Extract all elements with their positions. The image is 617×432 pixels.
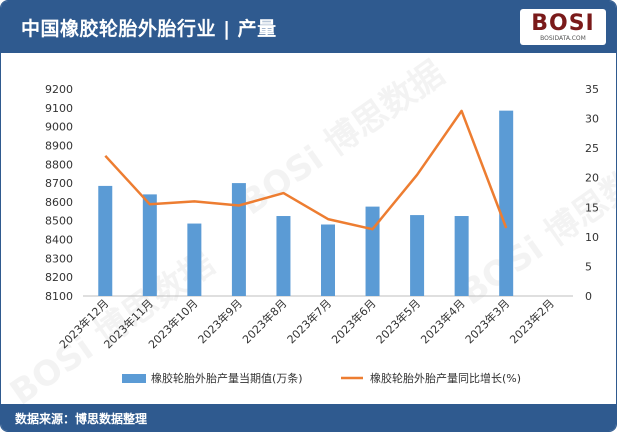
bar — [365, 206, 380, 296]
x-tick-label: 2023年4月 — [418, 296, 468, 346]
x-tick-label: 2023年3月 — [462, 296, 512, 346]
x-tick-label: 2023年7月 — [284, 296, 334, 346]
right-tick-label: 15 — [585, 201, 599, 214]
logo-text: BOSI — [531, 11, 595, 36]
left-tick-label: 8600 — [45, 196, 73, 209]
left-tick-label: 9200 — [45, 83, 73, 96]
right-tick-label: 10 — [585, 231, 599, 244]
x-tick-label: 2023年8月 — [239, 296, 289, 346]
bar — [276, 216, 291, 296]
right-tick-label: 0 — [585, 290, 592, 303]
footer-bar: 数据来源：博思数据整理 — [1, 404, 616, 431]
bar — [142, 194, 157, 296]
bar — [499, 110, 514, 297]
left-tick-label: 8100 — [45, 290, 73, 303]
x-tick-label: 2023年5月 — [373, 296, 423, 346]
right-tick-label: 25 — [585, 142, 599, 155]
x-tick-label: 2023年9月 — [195, 296, 245, 346]
bar — [98, 185, 113, 296]
left-tick-label: 8500 — [45, 215, 73, 228]
logo-subtext: BOSIDATA.COM — [540, 35, 586, 42]
legend-line-label: 橡胶轮胎外胎产量同比增长(%) — [370, 371, 521, 385]
growth-line — [104, 109, 508, 231]
brand-logo: BOSI BOSIDATA.COM — [520, 9, 606, 45]
legend-bar-swatch — [122, 374, 146, 383]
left-tick-label: 9000 — [45, 121, 73, 134]
right-tick-label: 30 — [585, 113, 599, 126]
left-tick-label: 8400 — [45, 234, 73, 247]
bar — [410, 215, 425, 296]
bar — [454, 216, 469, 296]
page-title: 中国橡胶轮胎外胎行业 | 产量 — [21, 18, 277, 40]
header-bar: 中国橡胶轮胎外胎行业 | 产量 BOSI BOSIDATA.COM — [1, 1, 616, 53]
x-tick-label: 2023年2月 — [507, 296, 557, 346]
left-tick-label: 8200 — [45, 271, 73, 284]
bar — [321, 224, 335, 296]
left-tick-label: 8700 — [45, 177, 73, 190]
left-tick-label: 9100 — [45, 102, 73, 115]
bar — [231, 183, 246, 296]
right-tick-label: 5 — [585, 260, 592, 273]
left-tick-label: 8800 — [45, 158, 73, 171]
data-source: 数据来源：博思数据整理 — [15, 412, 148, 426]
right-tick-label: 35 — [585, 83, 599, 96]
bar — [187, 223, 202, 296]
left-tick-label: 8900 — [45, 139, 73, 152]
x-tick-label: 2023年6月 — [328, 296, 378, 346]
right-tick-label: 20 — [585, 172, 599, 185]
left-tick-label: 8300 — [45, 252, 73, 265]
legend-bar-label: 橡胶轮胎外胎产量当期值(万条) — [151, 371, 303, 385]
